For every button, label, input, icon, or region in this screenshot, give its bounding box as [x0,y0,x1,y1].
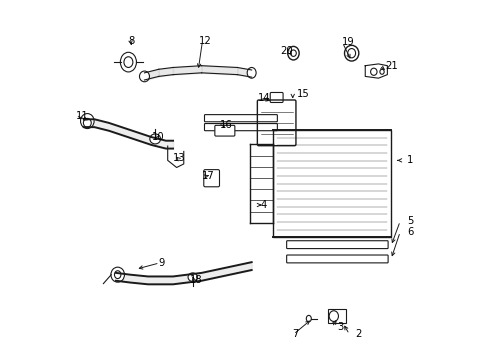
Ellipse shape [83,118,91,127]
Text: 1: 1 [406,156,412,165]
Ellipse shape [379,69,384,74]
Ellipse shape [149,134,160,144]
Text: 20: 20 [280,46,292,57]
Ellipse shape [344,45,358,61]
Ellipse shape [370,68,376,75]
Text: 17: 17 [201,171,214,181]
Ellipse shape [246,67,256,78]
Text: 2: 2 [354,329,361,339]
Text: 19: 19 [341,37,354,48]
Text: 9: 9 [158,258,164,268]
Ellipse shape [287,46,299,60]
Text: 15: 15 [297,89,309,99]
Ellipse shape [114,271,121,279]
Text: 4: 4 [261,200,267,210]
Text: 7: 7 [291,329,298,339]
Bar [272,130,390,237]
Ellipse shape [81,113,94,129]
Text: 13: 13 [173,153,185,163]
Text: 3: 3 [337,322,343,332]
FancyBboxPatch shape [214,125,234,136]
Text: 11: 11 [76,111,88,121]
Ellipse shape [305,315,311,322]
Ellipse shape [111,267,124,282]
Text: 16: 16 [219,120,232,130]
Text: 18: 18 [189,275,202,285]
Ellipse shape [347,49,355,58]
Text: 5: 5 [406,216,412,226]
Ellipse shape [188,273,197,282]
FancyBboxPatch shape [203,170,219,187]
Text: 10: 10 [151,132,164,142]
Text: 8: 8 [128,36,135,46]
Ellipse shape [123,57,133,67]
Text: 21: 21 [385,61,398,71]
Text: 12: 12 [199,36,211,46]
Ellipse shape [139,71,149,82]
Ellipse shape [120,52,136,72]
Text: 6: 6 [406,227,412,237]
Ellipse shape [328,311,338,321]
Ellipse shape [290,50,296,57]
Bar [328,309,346,323]
Text: 14: 14 [257,93,270,103]
